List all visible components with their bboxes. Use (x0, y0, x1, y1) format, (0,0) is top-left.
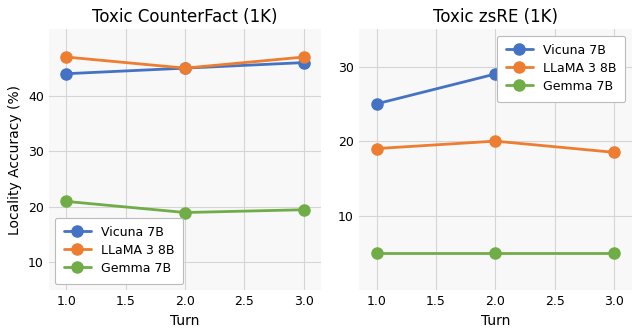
Gemma 7B (610, 251, 618, 255)
Line: Gemma 7B: Gemma 7B (371, 247, 620, 258)
Gemma 7B (63, 199, 70, 203)
LLaMA 3 8B (63, 55, 70, 59)
LLaMA 3 8B (372, 146, 380, 151)
Vicuna 7B (300, 60, 307, 65)
Vicuna 7B (492, 72, 499, 76)
Vicuna 7B (610, 65, 618, 69)
Title: Toxic zsRE (1K): Toxic zsRE (1K) (433, 8, 557, 26)
Gemma 7B (492, 251, 499, 255)
Line: Vicuna 7B: Vicuna 7B (61, 57, 309, 79)
Legend: Vicuna 7B, LLaMA 3 8B, Gemma 7B: Vicuna 7B, LLaMA 3 8B, Gemma 7B (55, 217, 184, 284)
Line: Vicuna 7B: Vicuna 7B (371, 61, 620, 110)
LLaMA 3 8B (610, 150, 618, 154)
Gemma 7B (300, 208, 307, 212)
X-axis label: Turn: Turn (170, 314, 200, 328)
Title: Toxic CounterFact (1K): Toxic CounterFact (1K) (92, 8, 278, 26)
X-axis label: Turn: Turn (481, 314, 510, 328)
Legend: Vicuna 7B, LLaMA 3 8B, Gemma 7B: Vicuna 7B, LLaMA 3 8B, Gemma 7B (497, 36, 625, 102)
Gemma 7B (372, 251, 380, 255)
Gemma 7B (181, 210, 189, 214)
LLaMA 3 8B (300, 55, 307, 59)
Y-axis label: Locality Accuracy (%): Locality Accuracy (%) (8, 85, 22, 235)
LLaMA 3 8B (181, 66, 189, 70)
LLaMA 3 8B (492, 139, 499, 143)
Vicuna 7B (372, 102, 380, 106)
Line: LLaMA 3 8B: LLaMA 3 8B (61, 51, 309, 74)
Line: LLaMA 3 8B: LLaMA 3 8B (371, 135, 620, 158)
Line: Gemma 7B: Gemma 7B (61, 196, 309, 218)
Vicuna 7B (63, 72, 70, 76)
Vicuna 7B (181, 66, 189, 70)
